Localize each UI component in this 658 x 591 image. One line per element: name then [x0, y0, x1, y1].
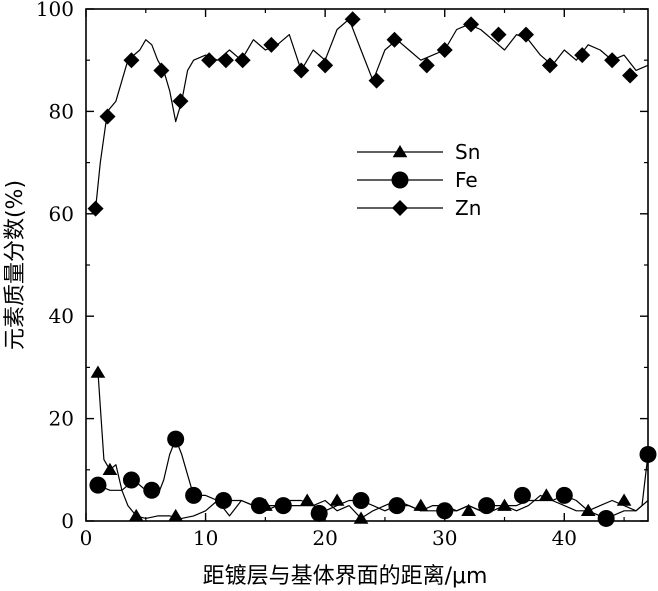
data-point-zn [217, 52, 234, 69]
data-point-fe [639, 445, 657, 463]
data-point-zn [490, 26, 507, 43]
data-point-zn [153, 62, 170, 79]
data-point-fe [436, 502, 454, 520]
x-axis-label: 距镀层与基体界面的距离/μm [203, 564, 488, 589]
data-point-zn [368, 72, 385, 89]
data-point-sn [90, 365, 106, 378]
y-tick-label: 40 [49, 304, 74, 328]
data-point-fe [310, 504, 328, 522]
series-line-fe [97, 438, 649, 517]
data-point-sn [299, 493, 315, 506]
data-point-fe [143, 481, 161, 499]
series-fe [89, 430, 657, 527]
data-point-zn [418, 57, 435, 74]
data-point-fe [89, 476, 107, 494]
data-point-zn [622, 67, 639, 84]
tick-layer: 0 10 20 30 40 0 20 40 60 80 100 [36, 0, 648, 550]
data-point-zn [463, 16, 480, 33]
data-point-sn [168, 508, 184, 522]
data-point-zn [172, 93, 189, 110]
data-point-fe [352, 492, 370, 510]
legend-label: Sn [455, 140, 480, 164]
data-point-sn [128, 508, 144, 522]
data-point-fe [555, 486, 573, 504]
y-tick-label: 20 [49, 407, 74, 431]
legend-item-zn: Zn [357, 196, 481, 220]
data-point-zn [234, 52, 251, 69]
y-axis-label: 元素质量分数(%) [3, 180, 28, 350]
data-point-sn [497, 498, 512, 511]
data-point-sn [413, 498, 429, 511]
x-tick-label: 0 [80, 526, 93, 550]
legend-label: Zn [455, 196, 481, 220]
data-point-sn [329, 493, 345, 506]
series-zn [87, 11, 649, 217]
data-point-zn [574, 47, 591, 64]
data-point-fe [122, 471, 140, 489]
x-tick-label: 30 [432, 526, 457, 550]
legend-item-fe: Fe [357, 168, 478, 192]
data-point-zn [317, 57, 334, 74]
data-point-zn [436, 41, 453, 58]
data-point-fe [250, 497, 268, 515]
series-layer [87, 11, 657, 527]
legend-marker-fe [391, 171, 409, 189]
data-point-fe [388, 497, 406, 515]
data-point-sn [461, 503, 476, 517]
data-point-zn [386, 31, 403, 48]
data-point-fe [215, 492, 233, 510]
data-point-fe [597, 509, 615, 527]
data-point-sn [539, 488, 554, 501]
y-tick-label: 80 [49, 99, 74, 123]
data-point-zn [518, 26, 535, 43]
data-point-zn [604, 52, 621, 69]
data-point-zn [263, 36, 280, 53]
data-point-sn [616, 493, 632, 506]
data-point-sn [102, 462, 118, 476]
data-point-fe [167, 430, 185, 448]
series-sn [90, 365, 649, 524]
legend-marker-zn [392, 200, 408, 216]
data-point-zn [123, 52, 140, 69]
y-tick-label: 100 [36, 0, 74, 21]
x-tick-label: 20 [312, 526, 337, 550]
data-point-fe [274, 497, 292, 515]
data-point-zn [201, 52, 218, 69]
y-tick-label: 60 [49, 202, 74, 226]
legend: Sn Fe Zn [357, 140, 481, 220]
data-point-sn [353, 511, 369, 524]
series-line-zn [95, 18, 649, 209]
legend-label: Fe [455, 168, 478, 192]
legend-marker-sn [392, 145, 408, 158]
legend-item-sn: Sn [357, 140, 480, 164]
data-point-zn [99, 108, 116, 125]
data-point-zn [541, 57, 558, 74]
x-tick-label: 10 [193, 526, 218, 550]
data-point-zn [344, 11, 361, 28]
data-point-fe [513, 486, 531, 504]
data-point-zn [87, 200, 104, 217]
data-point-fe [185, 486, 203, 504]
y-tick-label: 0 [61, 509, 74, 533]
data-point-zn [293, 62, 310, 79]
data-point-fe [478, 497, 496, 515]
x-tick-label: 40 [552, 526, 577, 550]
